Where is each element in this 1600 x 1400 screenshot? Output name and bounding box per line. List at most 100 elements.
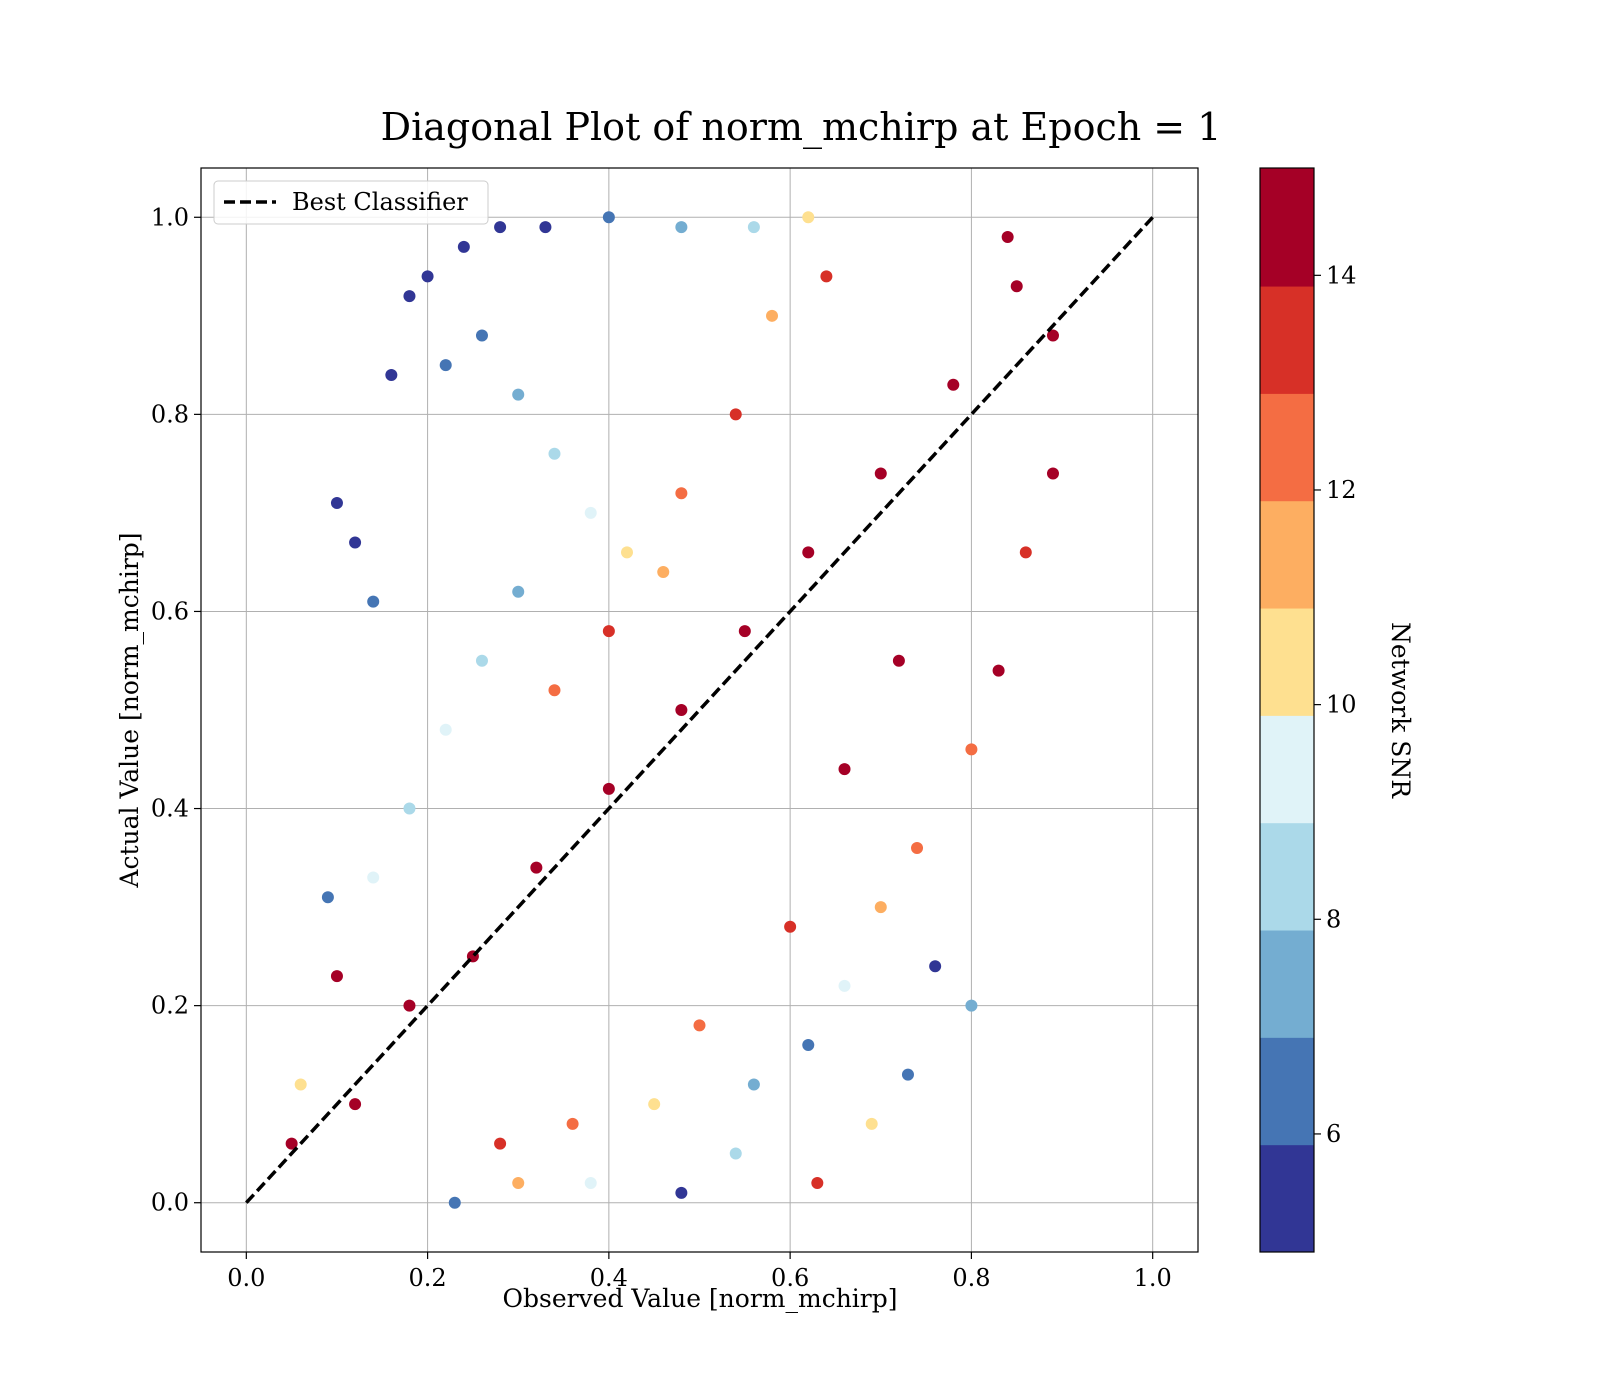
scatter-point xyxy=(1046,329,1059,342)
scatter-point xyxy=(738,625,751,638)
scatter-point xyxy=(892,654,905,667)
scatter-point xyxy=(475,329,488,342)
colorbar-segment xyxy=(1260,1144,1314,1253)
scatter-point xyxy=(1019,546,1032,559)
scatter-point xyxy=(584,506,597,519)
scatter-point xyxy=(285,1137,298,1150)
scatter-point xyxy=(675,1186,688,1199)
scatter-point xyxy=(530,861,543,874)
colorbar xyxy=(1260,168,1314,1253)
scatter-point xyxy=(838,763,851,776)
scatter-points xyxy=(285,211,1059,1209)
plot-frame xyxy=(200,167,1199,1253)
x-tick-label: 0.2 xyxy=(409,1264,447,1292)
colorbar-segment xyxy=(1260,500,1314,609)
scatter-point xyxy=(675,221,688,234)
scatter-point xyxy=(349,536,362,549)
grid xyxy=(201,168,1198,1252)
scatter-point xyxy=(421,270,434,283)
colorbar-segment xyxy=(1260,393,1314,502)
scatter-point xyxy=(675,487,688,500)
scatter-point xyxy=(330,497,343,510)
colorbar-tick-label: 8 xyxy=(1326,905,1341,933)
scatter-point xyxy=(874,901,887,914)
scatter-point xyxy=(965,743,978,756)
scatter-point xyxy=(349,1098,362,1111)
y-tick-label: 1.0 xyxy=(151,203,189,231)
y-axis-ticks: 0.0 0.2 0.4 0.6 0.8 1.0 xyxy=(151,203,201,1217)
x-tick-label: 0.6 xyxy=(771,1264,809,1292)
x-tick-label: 0.8 xyxy=(952,1264,990,1292)
scatter-point xyxy=(512,1177,525,1190)
y-tick-label: 0.6 xyxy=(151,597,189,625)
scatter-point xyxy=(820,270,833,283)
scatter-point xyxy=(367,871,380,884)
scatter-point xyxy=(584,1177,597,1190)
scatter-point xyxy=(475,654,488,667)
scatter-point xyxy=(385,368,398,381)
scatter-point xyxy=(620,546,633,559)
scatter-point xyxy=(566,1117,579,1130)
colorbar-segment xyxy=(1260,715,1314,824)
scatter-point xyxy=(802,211,815,224)
scatter-point xyxy=(675,704,688,716)
scatter-point xyxy=(874,467,887,480)
scatter-point xyxy=(811,1177,824,1190)
scatter-point xyxy=(1046,467,1059,480)
scatter-point xyxy=(367,595,380,608)
scatter-point xyxy=(965,999,978,1012)
legend-entry-best-classifier: Best Classifier xyxy=(292,188,468,216)
scatter-point xyxy=(766,309,779,322)
scatter-point xyxy=(784,920,797,933)
chart-title: Diagonal Plot of norm_mchirp at Epoch = … xyxy=(381,105,1222,150)
scatter-point xyxy=(448,1196,461,1209)
legend: Best Classifier xyxy=(213,180,489,225)
colorbar-segment xyxy=(1260,1037,1314,1146)
scatter-point xyxy=(747,221,760,234)
x-tick-label: 0.0 xyxy=(227,1264,265,1292)
x-axis-label: Observed Value [norm_mchirp] xyxy=(502,1284,897,1313)
scatter-point xyxy=(403,802,416,815)
scatter-point xyxy=(802,546,815,559)
legend-box xyxy=(213,180,489,225)
y-tick-label: 0.8 xyxy=(151,400,189,428)
colorbar-tick-label: 6 xyxy=(1326,1120,1341,1148)
colorbar-ticks: 6 8 10 12 14 xyxy=(1314,261,1357,1148)
colorbar-tick-label: 14 xyxy=(1326,261,1357,289)
x-tick-label: 0.4 xyxy=(590,1264,628,1292)
colorbar-frame xyxy=(1259,167,1315,1253)
scatter-point xyxy=(648,1098,661,1111)
scatter-point xyxy=(403,290,416,303)
scatter-point xyxy=(548,447,561,460)
scatter-point xyxy=(403,999,416,1012)
colorbar-segment xyxy=(1260,930,1314,1038)
y-tick-label: 0.4 xyxy=(151,795,189,823)
scatter-point xyxy=(729,1147,742,1160)
x-tick-label: 1.0 xyxy=(1134,1264,1172,1292)
scatter-point xyxy=(929,960,942,973)
scatter-point xyxy=(947,378,960,391)
x-axis-ticks: 0.0 0.2 0.4 0.6 0.8 1.0 xyxy=(227,1252,1172,1292)
scatter-point xyxy=(1010,280,1023,293)
scatter-point xyxy=(747,1078,760,1091)
scatter-point xyxy=(439,359,452,372)
y-axis-label: Actual Value [norm_mchirp] xyxy=(115,532,144,888)
scatter-point xyxy=(602,625,615,638)
scatter-point xyxy=(865,1117,878,1130)
scatter-point xyxy=(729,408,742,421)
scatter-point xyxy=(838,979,851,992)
scatter-point xyxy=(294,1078,307,1091)
y-tick-label: 0.0 xyxy=(151,1189,189,1217)
scatter-point xyxy=(330,970,343,983)
colorbar-segment xyxy=(1260,608,1314,716)
colorbar-segment xyxy=(1260,168,1314,287)
scatter-point xyxy=(602,782,615,795)
scatter-point xyxy=(992,664,1005,677)
colorbar-segment xyxy=(1260,822,1314,931)
colorbar-tick-label: 12 xyxy=(1326,476,1357,504)
scatter-point xyxy=(512,388,525,401)
colorbar-tick-label: 10 xyxy=(1326,691,1357,719)
scatter-point xyxy=(457,240,470,253)
scatter-point xyxy=(901,1068,914,1081)
